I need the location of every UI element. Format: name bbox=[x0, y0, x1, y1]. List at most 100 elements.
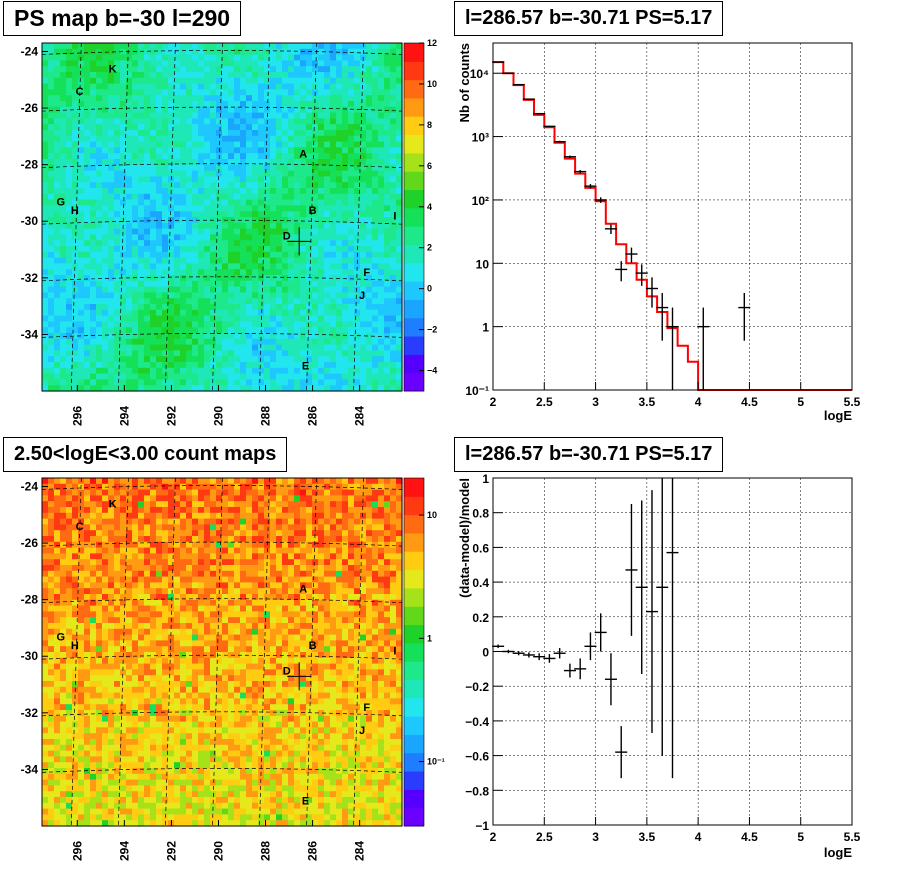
heatmap-cell bbox=[228, 153, 235, 160]
heatmap-cell bbox=[294, 298, 301, 305]
heatmap-cell bbox=[222, 338, 229, 346]
heatmap-cell bbox=[150, 188, 157, 195]
heatmap-cell bbox=[372, 101, 379, 108]
heatmap-cell bbox=[366, 170, 373, 177]
heatmap-cell bbox=[330, 112, 337, 119]
heatmap-cell bbox=[60, 762, 67, 769]
heatmap-cell bbox=[228, 379, 235, 386]
heatmap-cell bbox=[102, 182, 109, 189]
heatmap-cell bbox=[198, 263, 205, 270]
heatmap-cell bbox=[174, 43, 181, 50]
heatmap-cell bbox=[258, 280, 265, 288]
heatmap-cell bbox=[390, 48, 397, 56]
heatmap-cell bbox=[288, 60, 295, 67]
heatmap-cell bbox=[348, 135, 355, 143]
heatmap-cell bbox=[384, 72, 391, 79]
heatmap-cell bbox=[318, 182, 325, 189]
heatmap-cell bbox=[42, 89, 49, 96]
heatmap-cell bbox=[150, 814, 157, 821]
heatmap-cell bbox=[384, 385, 391, 392]
heatmap-cell bbox=[90, 478, 97, 485]
heatmap-cell bbox=[162, 507, 169, 514]
heatmap-cell bbox=[174, 147, 181, 154]
heatmap-cell bbox=[282, 176, 289, 183]
heatmap-cell bbox=[90, 657, 97, 665]
heatmap-cell bbox=[90, 141, 97, 148]
heatmap-cell bbox=[150, 594, 157, 601]
heatmap-cell bbox=[390, 182, 397, 189]
heatmap-cell bbox=[384, 182, 391, 189]
heatmap-cell bbox=[288, 170, 295, 177]
colorbar-step bbox=[404, 262, 424, 282]
heatmap-cell bbox=[258, 106, 265, 114]
heatmap-cell bbox=[114, 808, 121, 815]
heatmap-cell bbox=[78, 773, 85, 781]
heatmap-cell bbox=[372, 373, 379, 380]
heatmap-cell bbox=[120, 739, 127, 746]
heatmap-cell bbox=[96, 217, 103, 224]
heatmap-cell bbox=[222, 182, 229, 189]
heatmap-cell bbox=[330, 199, 337, 206]
heatmap-cell bbox=[162, 802, 169, 810]
heatmap-cell bbox=[96, 663, 103, 670]
heatmap-cell bbox=[282, 147, 289, 154]
heatmap-cell bbox=[60, 182, 67, 189]
heatmap-cell bbox=[390, 211, 397, 218]
heatmap-cell bbox=[78, 321, 85, 328]
heatmap-cell bbox=[312, 344, 319, 351]
heatmap-cell bbox=[102, 652, 109, 659]
heatmap-cell bbox=[348, 327, 355, 334]
heatmap-cell bbox=[378, 141, 385, 148]
heatmap-cell bbox=[90, 611, 97, 618]
heatmap-cell bbox=[294, 77, 301, 85]
heatmap-cell bbox=[120, 362, 127, 369]
heatmap-cell bbox=[186, 286, 193, 293]
heatmap-cell bbox=[102, 791, 109, 798]
heatmap-cell bbox=[162, 501, 169, 508]
heatmap-cell bbox=[66, 222, 73, 230]
heatmap-cell bbox=[66, 124, 73, 131]
heatmap-cell bbox=[342, 362, 349, 369]
heatmap-cell bbox=[126, 193, 133, 201]
heatmap-cell bbox=[282, 112, 289, 119]
heatmap-cell bbox=[240, 176, 247, 183]
heatmap-cell bbox=[84, 362, 91, 369]
heatmap-cell bbox=[138, 193, 145, 201]
heatmap-cell bbox=[192, 280, 199, 288]
heatmap-cell bbox=[198, 83, 205, 90]
heatmap-cell bbox=[120, 112, 127, 119]
heatmap-cell bbox=[144, 153, 151, 160]
heatmap-cell bbox=[156, 762, 163, 769]
heatmap-cell bbox=[210, 193, 217, 201]
heatmap-cell bbox=[138, 315, 145, 322]
heatmap-cell bbox=[360, 350, 367, 357]
heatmap-cell bbox=[390, 228, 397, 235]
heatmap-cell bbox=[372, 188, 379, 195]
heatmap-cell bbox=[114, 89, 121, 96]
heatmap-cell bbox=[216, 106, 223, 114]
heatmap-cell bbox=[378, 95, 385, 102]
heatmap-cell bbox=[228, 321, 235, 328]
heatmap-cell bbox=[360, 217, 367, 224]
heatmap-cell bbox=[96, 599, 103, 607]
heatmap-cell bbox=[216, 356, 223, 363]
heatmap-cell bbox=[78, 309, 85, 317]
heatmap-cell bbox=[360, 246, 367, 253]
heatmap-cell bbox=[348, 188, 355, 195]
heatmap-cell bbox=[48, 797, 55, 804]
heatmap-cell bbox=[132, 536, 139, 543]
heatmap-cell bbox=[78, 599, 85, 607]
heatmap-cell bbox=[306, 309, 313, 317]
heatmap-cell bbox=[138, 286, 145, 293]
heatmap-cell bbox=[318, 379, 325, 386]
heatmap-cell bbox=[120, 570, 127, 578]
heatmap-cell bbox=[102, 112, 109, 119]
heatmap-cell bbox=[114, 512, 121, 520]
heatmap-cell bbox=[126, 797, 133, 804]
heatmap-cell bbox=[192, 240, 199, 247]
heatmap-cell bbox=[192, 217, 199, 224]
heatmap-cell bbox=[144, 715, 151, 723]
heatmap-cell bbox=[318, 321, 325, 328]
heatmap-cell bbox=[240, 246, 247, 253]
heatmap-cell bbox=[60, 791, 67, 798]
